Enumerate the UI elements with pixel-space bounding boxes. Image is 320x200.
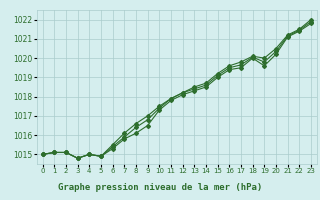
Text: Graphe pression niveau de la mer (hPa): Graphe pression niveau de la mer (hPa) bbox=[58, 183, 262, 192]
